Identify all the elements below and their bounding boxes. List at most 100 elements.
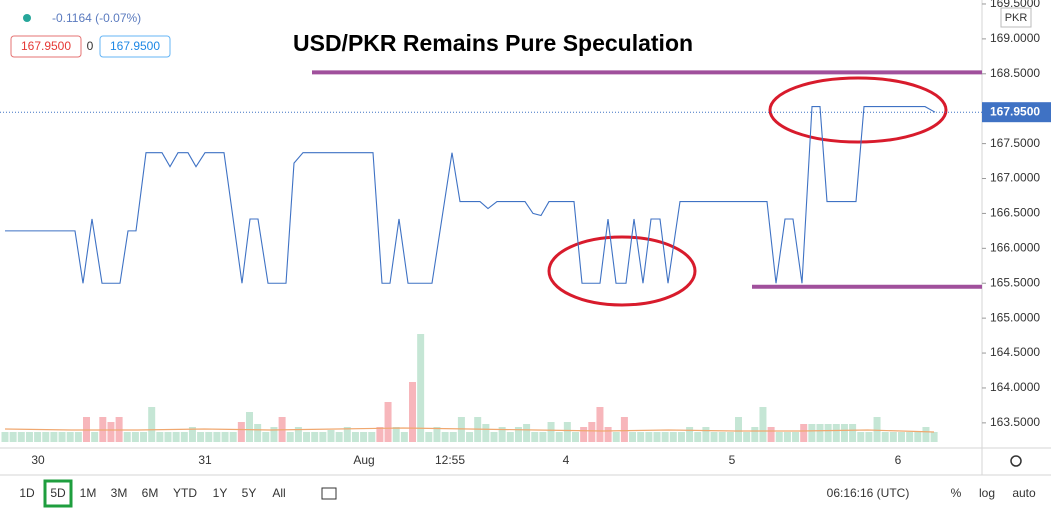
volume-bar bbox=[677, 432, 685, 442]
currency: PKR bbox=[1005, 12, 1028, 24]
range-button[interactable]: 1Y bbox=[213, 486, 228, 500]
scale-option[interactable]: auto bbox=[1012, 486, 1036, 500]
volume-bar bbox=[254, 424, 262, 442]
volume-bar bbox=[34, 432, 42, 442]
range-button[interactable]: 5Y bbox=[242, 486, 257, 500]
status-dot bbox=[23, 14, 31, 22]
y-tick-label: 164.0000 bbox=[990, 380, 1040, 394]
settings-icon[interactable] bbox=[1010, 455, 1022, 467]
volume-bar bbox=[637, 432, 645, 442]
range-button[interactable]: 1M bbox=[80, 486, 97, 500]
sell-price[interactable]: 167.9500 bbox=[21, 39, 71, 53]
highlight-ellipse bbox=[768, 76, 948, 144]
scale-option[interactable]: log bbox=[979, 486, 995, 500]
clock: 06:16:16 (UTC) bbox=[827, 486, 910, 500]
volume-bar bbox=[376, 427, 384, 442]
volume-bar bbox=[775, 432, 783, 442]
volume-bar bbox=[229, 432, 237, 442]
x-tick-label: 30 bbox=[31, 453, 45, 467]
volume-bar bbox=[131, 432, 139, 442]
volume-bar bbox=[816, 424, 824, 442]
volume-bar bbox=[539, 432, 547, 442]
y-tick-label: 167.5000 bbox=[990, 136, 1040, 150]
volume-bar bbox=[123, 432, 131, 442]
y-tick-label: 163.5000 bbox=[990, 415, 1040, 429]
volume-bar bbox=[620, 417, 628, 442]
volume-bar bbox=[246, 412, 253, 442]
volume-bar bbox=[392, 427, 400, 442]
volume-bar bbox=[629, 432, 637, 442]
volume-bar bbox=[58, 432, 66, 442]
volume-bar bbox=[506, 432, 514, 442]
volume-bar bbox=[783, 432, 791, 442]
volume-bar bbox=[865, 432, 873, 442]
volume-bar bbox=[360, 432, 368, 442]
volume-bar bbox=[686, 427, 694, 442]
y-tick-label: 165.0000 bbox=[990, 310, 1040, 324]
volume-bar bbox=[343, 427, 351, 442]
range-button[interactable]: 1D bbox=[19, 486, 35, 500]
spread: 0 bbox=[87, 39, 94, 53]
range-button[interactable]: All bbox=[272, 486, 285, 500]
volume-bar bbox=[107, 422, 115, 442]
volume-bar bbox=[490, 432, 498, 442]
volume-bar bbox=[327, 430, 335, 442]
volume-bar bbox=[66, 432, 74, 442]
volume-bar bbox=[922, 427, 930, 442]
y-tick-label: 167.0000 bbox=[990, 171, 1040, 185]
volume-bar bbox=[726, 432, 734, 442]
volume-bar bbox=[17, 432, 25, 442]
volume-bar bbox=[824, 424, 832, 442]
y-tick-label: 166.5000 bbox=[990, 206, 1040, 220]
volume-bar bbox=[409, 382, 416, 442]
y-tick-label: 165.5000 bbox=[990, 275, 1040, 289]
volume-bar bbox=[889, 432, 897, 442]
volume-bar bbox=[661, 432, 669, 442]
y-tick-label: 169.5000 bbox=[990, 0, 1040, 10]
volume-bar bbox=[368, 432, 376, 442]
volume-bar bbox=[596, 407, 604, 442]
volume-bar bbox=[384, 402, 392, 442]
volume-bar bbox=[808, 424, 816, 442]
volume-bar bbox=[164, 432, 172, 442]
volume-bar bbox=[767, 427, 775, 442]
volume-bar bbox=[303, 432, 311, 442]
active-range bbox=[43, 479, 73, 508]
volume-bar bbox=[237, 422, 245, 442]
volume-bar bbox=[400, 432, 408, 442]
volume-bar bbox=[832, 424, 840, 442]
volume-bar bbox=[718, 432, 726, 442]
volume-bar bbox=[498, 427, 506, 442]
volume-bar bbox=[572, 432, 579, 442]
volume-bar bbox=[449, 432, 457, 442]
volume-bar bbox=[319, 432, 327, 442]
volume-bar bbox=[221, 432, 229, 442]
range-button[interactable]: 3M bbox=[111, 486, 128, 500]
last-price-tag bbox=[982, 102, 1051, 123]
compare-icon[interactable] bbox=[321, 487, 337, 500]
range-button[interactable]: 5D bbox=[50, 486, 66, 500]
scale-option[interactable]: % bbox=[951, 486, 962, 500]
buy-box[interactable] bbox=[99, 35, 171, 58]
volume-bar bbox=[604, 427, 612, 442]
highlight-ellipse bbox=[547, 235, 697, 307]
volume-bar bbox=[311, 432, 319, 442]
buy-price[interactable]: 167.9500 bbox=[110, 39, 160, 53]
sell-box[interactable] bbox=[10, 35, 82, 58]
range-button[interactable]: YTD bbox=[173, 486, 197, 500]
range-button[interactable]: 6M bbox=[142, 486, 159, 500]
volume-bar bbox=[50, 432, 58, 442]
volume-bar bbox=[482, 424, 490, 442]
volume-bar bbox=[457, 417, 465, 442]
volume-bar bbox=[612, 432, 620, 442]
volume-bar bbox=[710, 432, 718, 442]
volume-bar bbox=[898, 432, 905, 442]
price-line bbox=[5, 106, 936, 284]
volume-bar bbox=[735, 417, 742, 442]
volume-bar bbox=[25, 432, 33, 442]
volume-bar bbox=[42, 432, 50, 442]
volume-bar bbox=[751, 427, 759, 442]
volume-bar bbox=[702, 427, 710, 442]
x-tick-label: 6 bbox=[895, 453, 902, 467]
